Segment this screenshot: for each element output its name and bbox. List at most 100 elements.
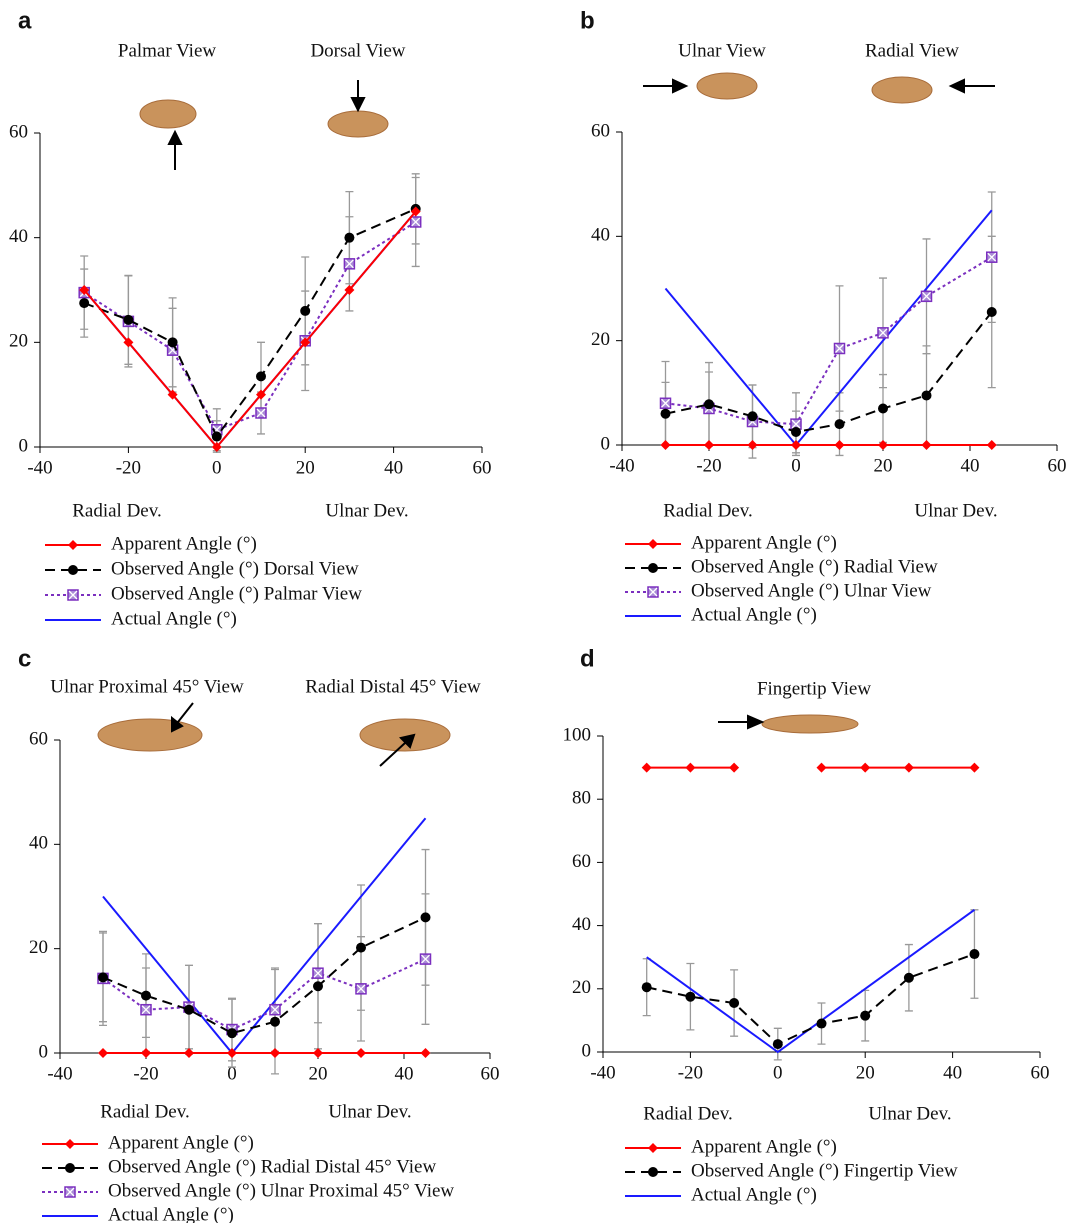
hand-picture (360, 719, 450, 751)
marker (904, 763, 914, 773)
annotation: Radial Dev. (643, 1103, 733, 1124)
arrow-head (673, 80, 686, 92)
marker (184, 1005, 194, 1015)
x-tick-label: -40 (47, 1063, 72, 1084)
marker (969, 763, 979, 773)
y-tick-label: 60 (9, 121, 28, 142)
legend-label: Apparent Angle (°) (691, 532, 837, 553)
legend-label: Observed Angle (°) Ulnar View (691, 580, 932, 601)
marker (835, 419, 845, 429)
x-tick-label: 60 (1031, 1062, 1050, 1083)
x-tick-label: 0 (791, 455, 801, 476)
marker (313, 968, 323, 978)
series-line (647, 910, 975, 1052)
y-tick-label: 20 (9, 331, 28, 352)
marker (704, 399, 714, 409)
x-tick-label: 0 (212, 457, 222, 478)
marker (704, 440, 714, 450)
x-tick-label: -40 (27, 457, 52, 478)
hand-picture (697, 73, 757, 99)
x-tick-label: 20 (296, 457, 315, 478)
y-tick-label: 40 (572, 914, 591, 935)
marker (685, 992, 695, 1002)
y-tick-label: 40 (591, 225, 610, 246)
marker (748, 440, 758, 450)
marker (270, 1005, 280, 1015)
marker (141, 1005, 151, 1015)
x-tick-label: -20 (133, 1063, 158, 1084)
marker (922, 390, 932, 400)
hand-picture (328, 111, 388, 137)
legend-label: Observed Angle (°) Fingertip View (691, 1160, 958, 1181)
series-line (84, 212, 416, 448)
marker (421, 954, 431, 964)
annotation: Ulnar Proximal 45° View (50, 676, 244, 697)
legend-label: Actual Angle (°) (691, 604, 817, 625)
marker (969, 949, 979, 959)
annotation: Palmar View (118, 40, 217, 61)
marker (817, 763, 827, 773)
marker (421, 912, 431, 922)
marker (878, 440, 888, 450)
legend-label: Observed Angle (°) Ulnar Proximal 45° Vi… (108, 1180, 454, 1201)
y-tick-label: 0 (582, 1040, 592, 1061)
x-tick-label: 20 (856, 1062, 875, 1083)
marker (860, 763, 870, 773)
legend-label: Actual Angle (°) (108, 1204, 234, 1223)
marker (227, 1028, 237, 1038)
marker (729, 998, 739, 1008)
marker (123, 315, 133, 325)
marker (98, 1048, 108, 1058)
series-line (647, 954, 975, 1044)
marker (356, 943, 366, 953)
y-tick-label: 20 (572, 977, 591, 998)
hand-picture (98, 719, 202, 751)
marker (922, 440, 932, 450)
x-tick-label: 60 (481, 1063, 500, 1084)
y-tick-label: 20 (29, 937, 48, 958)
x-tick-label: -20 (696, 455, 721, 476)
legend-label: Apparent Angle (°) (111, 533, 257, 554)
marker (270, 1048, 280, 1058)
marker (356, 984, 366, 994)
x-tick-label: 40 (384, 457, 403, 478)
marker (987, 307, 997, 317)
legend-label: Observed Angle (°) Dorsal View (111, 558, 359, 579)
legend-label: Apparent Angle (°) (108, 1132, 254, 1153)
marker (642, 982, 652, 992)
panel-label: a (18, 7, 32, 34)
marker (313, 1048, 323, 1058)
marker (256, 371, 266, 381)
annotation: Radial Distal 45° View (305, 676, 481, 697)
x-tick-label: 40 (395, 1063, 414, 1084)
panel: aPalmar ViewDorsal ViewRadial Dev.Ulnar … (9, 7, 492, 629)
annotation: Dorsal View (310, 40, 405, 61)
y-tick-label: 40 (29, 833, 48, 854)
series-line (103, 959, 426, 1029)
y-tick-label: 0 (19, 435, 29, 456)
annotation: Ulnar Dev. (325, 500, 408, 521)
hand-picture (872, 77, 932, 103)
marker (791, 427, 801, 437)
annotation: Radial Dev. (663, 500, 753, 521)
marker (212, 432, 222, 442)
x-tick-label: 60 (473, 457, 492, 478)
marker (184, 1048, 194, 1058)
series-line (84, 209, 416, 437)
x-tick-label: 40 (961, 455, 980, 476)
y-tick-label: 40 (9, 226, 28, 247)
marker (661, 398, 671, 408)
arrow-head (352, 98, 364, 110)
y-tick-label: 80 (572, 788, 591, 809)
hand-picture (140, 100, 196, 128)
marker (98, 972, 108, 982)
panel-label: b (580, 7, 595, 34)
x-tick-label: -40 (590, 1062, 615, 1083)
marker (904, 973, 914, 983)
marker (256, 408, 266, 418)
arrow (178, 703, 193, 722)
marker (817, 1019, 827, 1029)
arrow-head (748, 716, 762, 728)
marker (65, 1163, 75, 1173)
marker (922, 291, 932, 301)
